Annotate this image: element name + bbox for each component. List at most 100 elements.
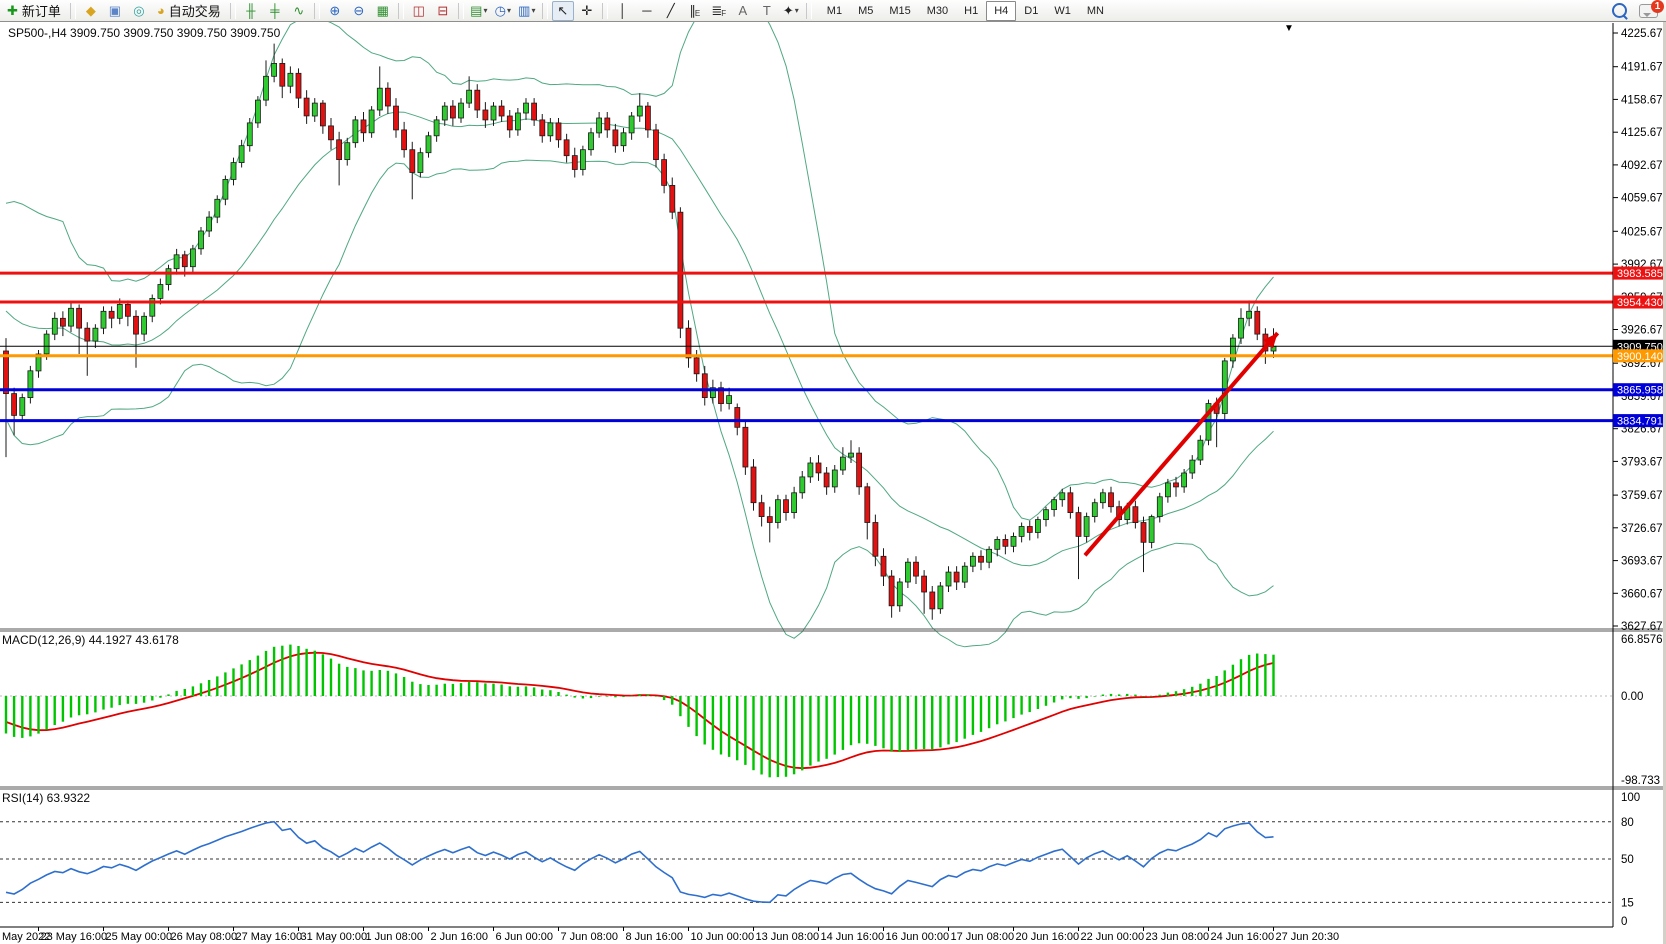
bb-middle-band [5,111,1274,567]
svg-text:3793.670: 3793.670 [1621,456,1666,468]
time-label: 10 Jun 00:00 [691,931,755,943]
trendline-button[interactable]: ╱ [660,1,682,21]
timeframe-mn[interactable]: MN [1086,4,1104,17]
bar-chart-icon: ╫ [246,2,256,18]
signals-icon[interactable]: ◎ [128,1,150,21]
time-label: 23 May 16:00 [41,931,108,943]
time-label: 1 Jun 08:00 [366,931,424,943]
text-label-button[interactable]: T [756,1,778,21]
tile-windows-button[interactable]: ▦ [372,1,394,21]
vertical-line-button[interactable]: │ [612,1,634,21]
timeframe-d1[interactable]: D1 [1024,4,1039,17]
candlestick-chart-icon: ╪ [270,2,280,18]
svg-text:4225.670: 4225.670 [1621,28,1666,40]
toolbar-separator [397,2,404,19]
navigator-window-icon-icon: ▣ [108,2,122,18]
timeframe-m15[interactable]: M15 [889,4,911,17]
svg-text:4025.670: 4025.670 [1621,226,1666,238]
toolbar-separator [457,2,464,19]
svg-text:3926.670: 3926.670 [1621,325,1666,337]
market-watch-icon-icon: ◆ [85,2,96,18]
down-marker-icon: ▼ [1284,23,1294,34]
arrange-charts-button[interactable]: ◫ [408,1,430,21]
zoom-out-icon: ⊖ [353,2,365,18]
text-icon: A [738,2,748,18]
toolbar-button-label: 自动交易 [168,4,221,19]
horizontal-line-button[interactable]: ─ [636,1,658,21]
timeframe-h4[interactable]: H4 [986,0,1017,21]
price-label-box [1613,349,1666,363]
text-label-icon: T [762,2,771,18]
equidistant-channel-button[interactable]: ∥ E [684,1,706,21]
auto-trading-icon: ◕ [156,3,165,18]
bar-chart-button[interactable]: ╫ [240,1,262,21]
cascade-charts-button[interactable]: ⊟ [432,1,454,21]
rsi-indicator-label: RSI(14) 63.9322 [2,791,91,805]
rsi-line [5,820,1274,904]
line-chart-button[interactable]: ∿ [288,1,310,21]
periods-button[interactable]: ◷ ▾ [492,1,514,21]
svg-text:3693.670: 3693.670 [1621,556,1666,568]
price-chart-canvas[interactable]: ▼ 4225.670 4191.670 4158.670 4125.670 4092.67… [0,22,1666,944]
toolbar-separator [229,2,236,19]
time-label: 8 Jun 16:00 [626,931,684,943]
navigator-window-icon[interactable]: ▣ [104,1,126,21]
svg-text:3954.430: 3954.430 [1617,297,1663,309]
notifications-icon[interactable]: 1 [1639,0,1664,18]
svg-text:4125.670: 4125.670 [1621,127,1666,139]
text-button[interactable]: A [732,1,754,21]
toolbar-separator [541,2,548,19]
price-label-box [1613,295,1666,309]
horizontal-line-icon: ─ [642,2,652,18]
timeframe-m1[interactable]: M1 [826,4,843,17]
search-icon[interactable] [1612,3,1627,18]
fibonacci-button[interactable]: ≣ F [708,1,730,21]
signals-icon-icon: ◎ [133,2,145,18]
equidistant-channel-icon: ∥ [689,2,696,18]
zoom-in-button[interactable]: ⊕ [324,1,346,21]
time-label: 22 Jun 00:00 [1081,931,1145,943]
bb-lower-band [5,159,1274,648]
main-toolbar: ✚ 新订单 ◆ ▣ ◎ ◕ 自动交易 ╫ ╪ ∿ ⊕ ⊖ ▦ ◫ ⊟ ▤ ▾ ◷ ▾ ▥ ▾ ↖ ✛ │ ─ ╱ ∥ E ≣ F A T ✦ ▾ M… [0,0,1666,22]
svg-text:15: 15 [1621,897,1634,909]
time-label: 25 May 00:00 [106,931,173,943]
timeframe-h1[interactable]: H1 [964,4,979,17]
timeframe-w1[interactable]: W1 [1054,4,1071,17]
cursor-button[interactable]: ↖ [551,0,574,21]
svg-text:4158.670: 4158.670 [1621,94,1666,106]
svg-text:4191.670: 4191.670 [1621,62,1666,74]
time-label: 23 Jun 08:00 [1146,931,1210,943]
new-order-button[interactable]: ✚ 新订单 [2,2,66,20]
price-axis: 4225.670 4191.670 4158.670 4125.670 4092.670… [1613,28,1666,928]
vertical-line-icon: │ [618,2,627,18]
price-label-box [1613,383,1666,397]
arrows-objects-icon: ✦ [782,2,794,18]
dropdown-arrow-icon: ▾ [506,5,511,15]
macd-histogram [4,644,1275,778]
templates-button[interactable]: ▥ ▾ [516,1,538,21]
arrows-objects-button[interactable]: ✦ ▾ [780,1,802,21]
trendline-icon: ╱ [666,2,675,18]
time-label: 17 Jun 08:00 [951,931,1015,943]
auto-trading-button[interactable]: ◕ 自动交易 [152,2,226,20]
svg-text:-98.733: -98.733 [1621,775,1660,787]
price-label-box [1613,266,1666,280]
svg-text:66.8576: 66.8576 [1621,634,1663,646]
new-order-icon: ✚ [7,2,18,18]
time-label: 6 Jun 00:00 [496,931,554,943]
timeframe-m5[interactable]: M5 [858,4,874,17]
dropdown-arrow-icon: ▾ [531,5,536,15]
zoom-out-button[interactable]: ⊖ [348,1,370,21]
time-label: 24 Jun 16:00 [1211,931,1275,943]
timeframe-m30[interactable]: M30 [926,4,949,17]
svg-text:4059.670: 4059.670 [1621,193,1666,205]
new-chart-button[interactable]: ▤ ▾ [468,1,490,21]
horizontal-lines [0,271,1613,423]
chart-title: SP500-,H4 3909.750 3909.750 3909.750 390… [8,26,281,40]
arrange-charts-icon: ◫ [412,2,425,18]
market-watch-icon[interactable]: ◆ [80,1,102,21]
crosshair-button[interactable]: ✛ [576,1,598,21]
panel-frame [0,23,1663,928]
candlestick-chart-button[interactable]: ╪ [264,1,286,21]
svg-text:3726.670: 3726.670 [1621,523,1666,535]
